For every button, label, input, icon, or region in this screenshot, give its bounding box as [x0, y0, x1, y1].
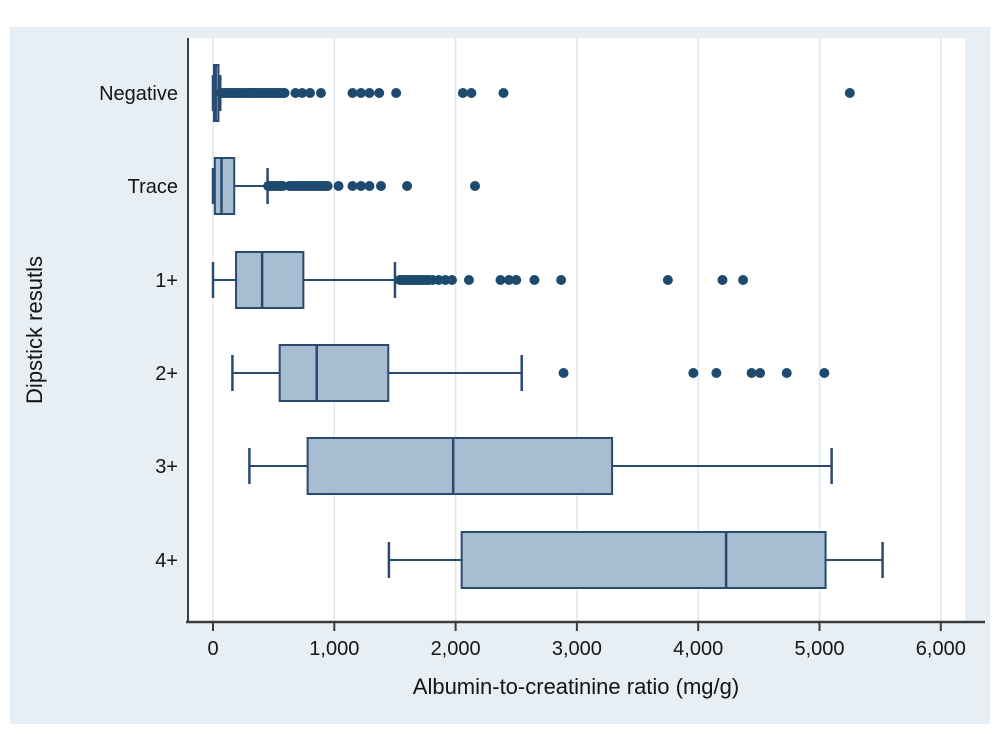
- iqr-box: [235, 251, 305, 309]
- outlier-dot: [305, 88, 316, 98]
- outlier-dot: [279, 88, 290, 98]
- outlier-dot: [364, 88, 375, 98]
- outlier-dot: [355, 181, 366, 191]
- x-tick-label: 0: [207, 638, 218, 660]
- category-label: 1+: [155, 270, 178, 292]
- outlier-dot: [558, 368, 569, 378]
- outlier-dot: [315, 88, 326, 98]
- outlier-dot: [347, 181, 358, 191]
- iqr-box: [278, 344, 390, 402]
- x-tick-label: 1,000: [309, 638, 359, 660]
- outlier-dot: [746, 368, 757, 378]
- outlier-dot: [819, 368, 830, 378]
- gridlines-layer: [212, 38, 942, 622]
- outlier-dot: [376, 181, 387, 191]
- outlier-dot: [333, 181, 344, 191]
- outlier-dot: [688, 368, 699, 378]
- outlier-dot: [457, 88, 468, 98]
- outlier-dot: [511, 275, 522, 285]
- outlier-dot: [374, 88, 385, 98]
- x-tick-label: 6,000: [916, 638, 966, 660]
- outlier-dot: [738, 275, 749, 285]
- outlier-dot: [355, 88, 366, 98]
- outlier-dot: [470, 181, 481, 191]
- outlier-dot: [495, 275, 506, 285]
- outlier-dot: [755, 368, 766, 378]
- outlier-dot: [364, 181, 375, 191]
- outlier-dot: [781, 368, 792, 378]
- x-ticks-layer: 0 1,000 2,000 3,000 4,000 5,000 6,000: [207, 622, 966, 660]
- x-tick-label: 2,000: [431, 638, 481, 660]
- category-labels-layer: Negative Trace 1+ 2+ 3+ 4+: [99, 83, 178, 572]
- iqr-box: [460, 531, 827, 589]
- category-label: 4+: [155, 550, 178, 572]
- outlier-dot: [446, 275, 457, 285]
- outlier-dot: [717, 275, 728, 285]
- outlier-dot: [556, 275, 567, 285]
- category-label: Trace: [128, 176, 178, 198]
- x-axis-title: Albumin-to-creatinine ratio (mg/g): [413, 674, 739, 699]
- outlier-dot: [498, 88, 509, 98]
- outlier-dot: [402, 181, 413, 191]
- iqr-box: [213, 157, 236, 215]
- outlier-dot: [347, 88, 358, 98]
- outlier-dot: [529, 275, 540, 285]
- x-tick-label: 5,000: [794, 638, 844, 660]
- outlier-dot: [662, 275, 673, 285]
- outlier-dot: [711, 368, 722, 378]
- outlier-dot: [503, 275, 514, 285]
- outliers-layer: [215, 88, 855, 378]
- outlier-dot: [322, 181, 333, 191]
- outlier-dot: [463, 275, 474, 285]
- boxes-layer: [211, 64, 884, 589]
- category-label: 3+: [155, 456, 178, 478]
- y-axis-title: Dipstick resutls: [22, 256, 47, 404]
- category-label: 2+: [155, 363, 178, 385]
- outlier-dot: [391, 88, 402, 98]
- outlier-dot: [297, 88, 308, 98]
- x-tick-label: 3,000: [552, 638, 602, 660]
- outlier-dot: [844, 88, 855, 98]
- iqr-box: [306, 437, 614, 495]
- x-tick-label: 4,000: [673, 638, 723, 660]
- outlier-dot: [466, 88, 477, 98]
- category-label: Negative: [99, 83, 178, 105]
